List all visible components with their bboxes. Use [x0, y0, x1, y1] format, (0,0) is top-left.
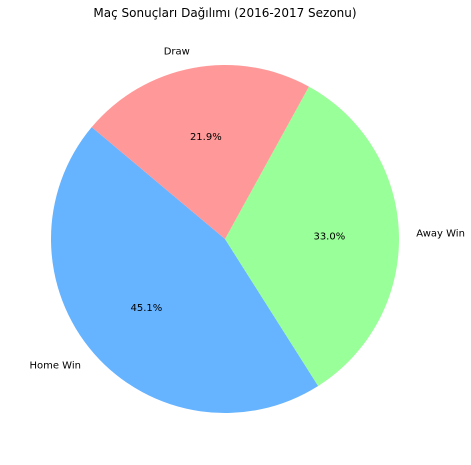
pie-labels: 45.1% Home Win 33.0% Away Win 21.9% Draw [29, 46, 464, 371]
pie-slice-draw [91, 65, 309, 239]
pie-percent-label: 21.9% [190, 132, 222, 143]
pie-slice-home-win [51, 127, 319, 413]
pie-slices [51, 65, 400, 413]
pie-category-label: Away Win [416, 229, 465, 240]
pie-percent-label: 45.1% [131, 303, 163, 314]
pie-slice-away-win [225, 86, 400, 386]
pie-category-label: Home Win [29, 361, 81, 372]
chart-title: Maç Sonuçları Dağılımı (2016-2017 Sezonu… [93, 6, 356, 20]
pie-percent-label: 33.0% [313, 231, 345, 242]
pie-category-label: Draw [164, 46, 190, 57]
